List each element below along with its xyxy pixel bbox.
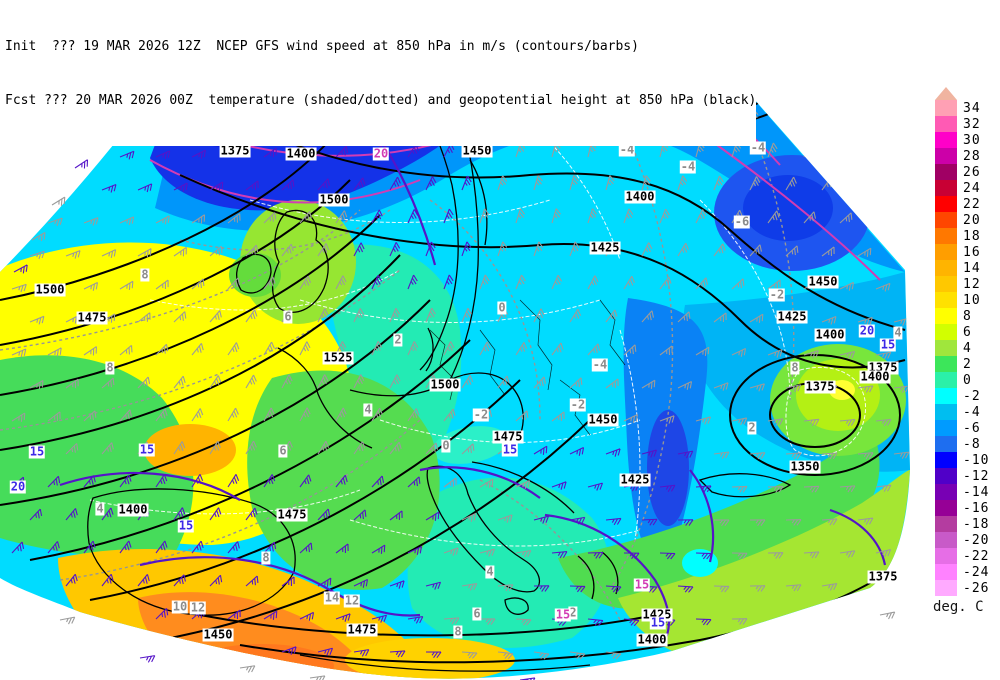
legend-value: 0 xyxy=(963,373,972,388)
legend-value: 18 xyxy=(963,229,981,244)
legend-swatch xyxy=(935,100,957,116)
legend-value: -18 xyxy=(963,517,990,532)
legend-value: 4 xyxy=(963,341,972,356)
header-line2: Fcst ??? 20 MAR 2026 00Z temperature (sh… xyxy=(5,93,757,108)
legend-swatch xyxy=(935,132,957,148)
legend-value: 24 xyxy=(963,181,981,196)
legend-value: -14 xyxy=(963,485,990,500)
legend-value: -12 xyxy=(963,469,990,484)
legend-value: 28 xyxy=(963,149,981,164)
legend-value: -24 xyxy=(963,565,990,580)
legend-swatch xyxy=(935,260,957,276)
legend-value: 2 xyxy=(963,357,972,372)
legend-swatch xyxy=(935,180,957,196)
legend-swatch xyxy=(935,500,957,516)
legend-value: 12 xyxy=(963,277,981,292)
legend-swatch xyxy=(935,276,957,292)
legend-swatch xyxy=(935,212,957,228)
legend-swatch xyxy=(935,356,957,372)
legend-swatch xyxy=(935,148,957,164)
legend-value: 8 xyxy=(963,309,972,324)
legend-swatch xyxy=(935,324,957,340)
legend-swatch xyxy=(935,116,957,132)
legend-swatch xyxy=(935,516,957,532)
legend-value: 14 xyxy=(963,261,981,276)
legend-value: 32 xyxy=(963,117,981,132)
legend-value: -10 xyxy=(963,453,990,468)
legend-swatch xyxy=(935,292,957,308)
legend-value: 6 xyxy=(963,325,972,340)
legend-value: 10 xyxy=(963,293,981,308)
legend-swatch xyxy=(935,548,957,564)
legend-value: -16 xyxy=(963,501,990,516)
header-line1: Init ??? 19 MAR 2026 12Z NCEP GFS wind s… xyxy=(5,39,639,54)
legend-swatch xyxy=(935,164,957,180)
wind-streaks xyxy=(59,109,887,641)
temperature-contours xyxy=(0,119,795,621)
legend-swatch xyxy=(935,564,957,580)
legend-swatch xyxy=(935,228,957,244)
legend-swatch xyxy=(935,340,957,356)
map-header: Init ??? 19 MAR 2026 12Z NCEP GFS wind s… xyxy=(5,2,757,146)
legend-cap xyxy=(935,87,957,100)
legend-swatch xyxy=(935,404,957,420)
legend-value: -26 xyxy=(963,581,990,596)
legend-value: 20 xyxy=(963,213,981,228)
legend-value: -22 xyxy=(963,549,990,564)
legend-value: 22 xyxy=(963,197,981,212)
legend-swatch xyxy=(935,196,957,212)
legend-swatch xyxy=(935,420,957,436)
legend-value: 16 xyxy=(963,245,981,260)
legend-swatch xyxy=(935,532,957,548)
legend-swatch xyxy=(935,452,957,468)
legend-swatch xyxy=(935,468,957,484)
legend-value: 30 xyxy=(963,133,981,148)
legend-value: 26 xyxy=(963,165,981,180)
legend-value: -20 xyxy=(963,533,990,548)
legend-value: -8 xyxy=(963,437,981,452)
legend-swatch xyxy=(935,388,957,404)
legend-unit-label: deg. C xyxy=(933,599,984,615)
legend-swatch xyxy=(935,372,957,388)
legend-swatch xyxy=(935,484,957,500)
legend-swatch xyxy=(935,436,957,452)
legend-value: -2 xyxy=(963,389,981,404)
legend-value: 34 xyxy=(963,101,981,116)
legend-swatch xyxy=(935,244,957,260)
legend-swatch xyxy=(935,308,957,324)
legend-swatch xyxy=(935,580,957,596)
legend-value: -4 xyxy=(963,405,981,420)
legend-value: -6 xyxy=(963,421,981,436)
